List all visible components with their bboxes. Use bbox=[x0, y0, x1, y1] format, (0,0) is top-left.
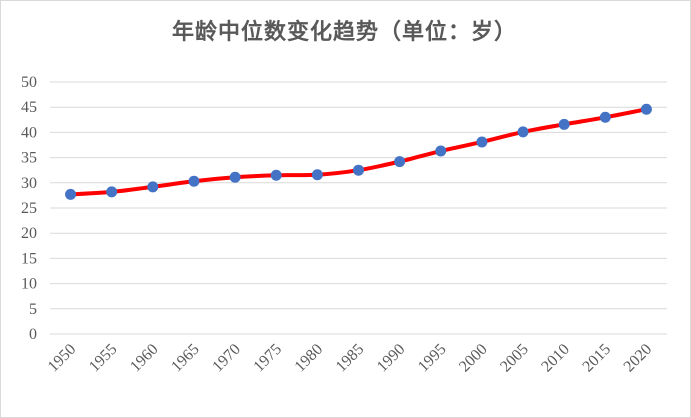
y-tick-label: 25 bbox=[21, 200, 37, 217]
y-tick-label: 30 bbox=[21, 175, 37, 192]
x-tick-label: 2005 bbox=[497, 341, 532, 376]
data-point-1995 bbox=[435, 145, 447, 157]
data-point-1970 bbox=[229, 171, 241, 183]
x-tick-label: 1970 bbox=[209, 341, 244, 376]
x-tick-label: 1980 bbox=[292, 341, 327, 376]
y-tick-label: 35 bbox=[21, 150, 37, 167]
data-point-1965 bbox=[188, 175, 200, 187]
data-point-1980 bbox=[311, 169, 323, 181]
data-point-1950 bbox=[65, 188, 77, 200]
x-axis: 1950 1955 1960 1965 1970 1975 1980 1985 1990 1995… bbox=[45, 341, 656, 376]
x-tick-label: 1965 bbox=[168, 341, 203, 376]
y-tick-label: 40 bbox=[21, 124, 37, 141]
x-tick-label: 2020 bbox=[621, 341, 656, 376]
x-tick-label: 1985 bbox=[333, 341, 368, 376]
data-point-1985 bbox=[353, 164, 364, 176]
data-point-2005 bbox=[517, 126, 529, 138]
x-tick-label: 1990 bbox=[374, 341, 409, 376]
x-tick-label: 2000 bbox=[456, 341, 491, 376]
y-tick-label: 0 bbox=[29, 326, 37, 343]
x-tick-label: 1960 bbox=[127, 341, 162, 376]
y-axis: 0 5 10 15 20 25 30 35 40 45 50 bbox=[21, 74, 37, 343]
data-point-2015 bbox=[599, 111, 611, 123]
data-point-1990 bbox=[394, 156, 406, 168]
x-tick-label: 1995 bbox=[415, 341, 450, 376]
data-point-2020 bbox=[640, 103, 652, 115]
data-point-1960 bbox=[147, 181, 159, 193]
y-tick-label: 50 bbox=[21, 74, 37, 91]
y-tick-label: 5 bbox=[29, 301, 37, 318]
y-tick-label: 10 bbox=[21, 276, 37, 293]
chart-title: 年龄中位数变化趋势（单位：岁） bbox=[171, 19, 517, 45]
y-tick-label: 20 bbox=[21, 225, 37, 242]
data-point-1975 bbox=[270, 169, 282, 181]
x-tick-label: 2010 bbox=[538, 341, 573, 376]
data-point-1955 bbox=[106, 186, 118, 198]
gridlines bbox=[50, 81, 667, 335]
data-point-2000 bbox=[476, 136, 488, 148]
x-tick-label: 1975 bbox=[250, 341, 285, 376]
data-points bbox=[65, 103, 652, 200]
x-tick-label: 1955 bbox=[86, 341, 121, 376]
y-tick-label: 15 bbox=[21, 250, 37, 267]
y-tick-label: 45 bbox=[21, 99, 37, 116]
data-point-2010 bbox=[558, 118, 570, 130]
x-tick-label: 2015 bbox=[579, 341, 614, 376]
x-tick-label: 1950 bbox=[45, 341, 80, 376]
